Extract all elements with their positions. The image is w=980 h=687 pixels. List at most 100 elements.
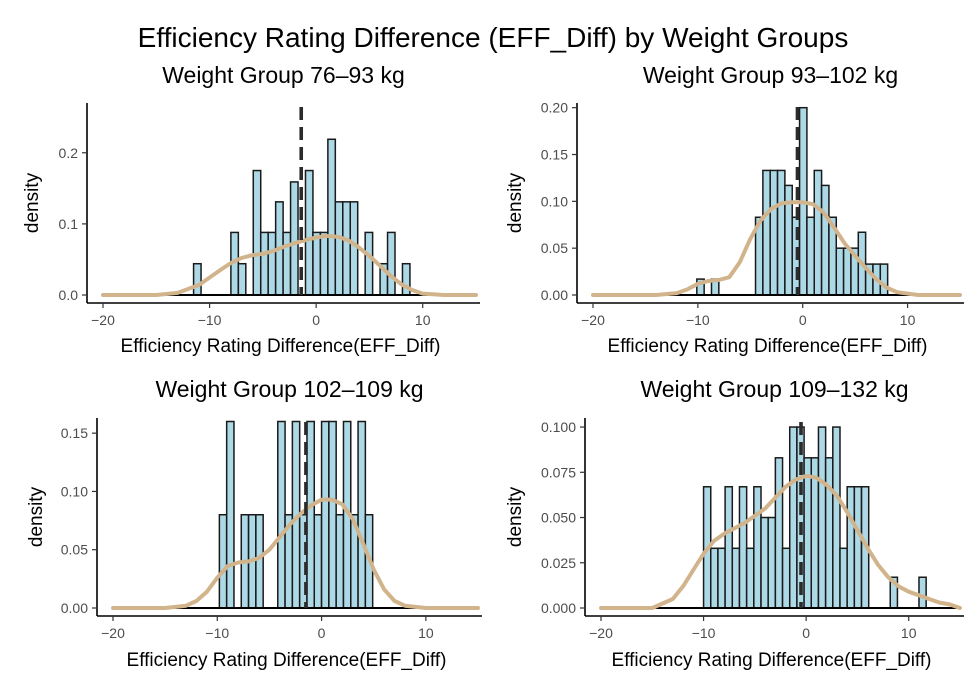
- panel-title: Weight Group 109–132 kg: [640, 376, 908, 402]
- x-axis-label: Efficiency Rating Difference(EFF_Diff): [127, 650, 447, 671]
- histogram-bar: [313, 513, 323, 609]
- y-tick-label: 0.100: [541, 419, 576, 435]
- y-tick-label: 0.1: [59, 216, 79, 232]
- histogram-bar: [349, 201, 359, 296]
- y-tick-label: 0.00: [541, 287, 568, 303]
- y-tick-label: 0.05: [541, 240, 568, 256]
- panels: Weight Group 76–93 kg −20 −10 0 10 0.0 0.1 0.2 E…: [22, 62, 964, 671]
- y-tick-label: 0.025: [541, 555, 576, 571]
- histogram-bar: [835, 247, 845, 296]
- histogram-bar: [918, 576, 927, 609]
- y-axis-label: density: [26, 486, 47, 547]
- histogram-bar: [255, 513, 264, 609]
- histogram-bar: [710, 547, 719, 609]
- histogram-bar: [753, 486, 762, 609]
- y-tick-label: 0.0: [59, 287, 79, 303]
- histogram-bar: [839, 547, 848, 609]
- histogram-bar: [237, 262, 247, 296]
- y-tick-label: 0.15: [541, 147, 568, 163]
- histogram-bar: [776, 169, 786, 296]
- histogram-bar: [817, 426, 827, 609]
- histogram-bar: [832, 426, 841, 609]
- histogram-bar: [277, 420, 286, 609]
- histogram-bar: [252, 169, 262, 296]
- histogram-bar: [328, 420, 337, 609]
- histogram-bar: [781, 547, 791, 609]
- x-tick-label: −20: [91, 312, 115, 328]
- histogram-bar: [364, 231, 374, 296]
- histogram-bar: [304, 169, 314, 296]
- histogram-bar: [824, 457, 834, 609]
- y-axis-label: density: [505, 172, 526, 233]
- y-tick-label: 0.20: [541, 100, 568, 116]
- histogram-bar: [320, 420, 330, 609]
- histogram-bar: [335, 513, 345, 609]
- histogram-bar: [846, 486, 856, 609]
- histogram-bar: [813, 169, 823, 296]
- x-tick-label: 0: [799, 312, 807, 328]
- y-tick-label: 0.15: [61, 425, 88, 441]
- histogram-bar: [225, 420, 235, 609]
- density-curve: [599, 473, 962, 610]
- x-tick-label: −10: [198, 312, 222, 328]
- histogram-bar: [282, 231, 292, 296]
- histogram-bar: [806, 216, 815, 296]
- histogram-bar: [218, 513, 228, 609]
- x-tick-label: −10: [692, 625, 716, 641]
- x-tick-label: 10: [418, 625, 434, 641]
- panel-title: Weight Group 76–93 kg: [162, 62, 405, 88]
- density-curve: [101, 234, 478, 297]
- histogram-bar: [769, 169, 779, 296]
- x-tick-label: −20: [101, 625, 125, 641]
- chart-panel-3: Weight Group 102–109 kg −20 −10 0 10 0.00 0.05…: [26, 376, 482, 671]
- density-curve: [591, 200, 962, 297]
- histogram-bar: [853, 486, 863, 609]
- y-tick-label: 0.05: [61, 542, 88, 558]
- histogram-bar: [267, 231, 277, 296]
- x-axis-label: Efficiency Rating Difference(EFF_Diff): [121, 336, 441, 357]
- figure-title: Efficiency Rating Difference (EFF_Diff) …: [138, 22, 849, 53]
- histogram-bar: [842, 247, 852, 296]
- histogram-bar: [327, 138, 337, 296]
- y-tick-label: 0.000: [541, 600, 576, 616]
- y-axis-label: density: [505, 486, 526, 547]
- histogram-bar: [724, 486, 734, 609]
- x-tick-label: 10: [900, 312, 916, 328]
- x-tick-label: 0: [318, 625, 326, 641]
- histogram-bar: [717, 547, 726, 609]
- histogram-bar: [738, 486, 748, 609]
- x-tick-label: −10: [686, 312, 710, 328]
- histogram-bar: [386, 231, 396, 296]
- histogram-bar: [289, 181, 299, 296]
- y-tick-label: 0.2: [59, 145, 79, 161]
- x-tick-label: −20: [581, 312, 605, 328]
- y-axis-label: density: [22, 172, 43, 233]
- panel-title: Weight Group 102–109 kg: [155, 376, 423, 402]
- y-tick-label: 0.050: [541, 510, 576, 526]
- histogram-bar: [760, 516, 769, 609]
- histogram-bar: [342, 201, 351, 296]
- x-axis-label: Efficiency Rating Difference(EFF_Diff): [608, 336, 928, 357]
- x-tick-label: 10: [901, 625, 917, 641]
- histogram-bar: [192, 262, 202, 296]
- histogram-bar: [312, 231, 322, 296]
- y-tick-label: 0.00: [61, 600, 88, 616]
- histogram-bar: [820, 184, 830, 296]
- chart-panel-1: Weight Group 76–93 kg −20 −10 0 10 0.0 0.1 0.2 E…: [22, 62, 480, 357]
- histogram-bar: [774, 457, 784, 609]
- y-tick-label: 0.075: [541, 464, 576, 480]
- histogram-bar: [319, 231, 329, 296]
- x-axis-label: Efficiency Rating Difference(EFF_Diff): [612, 650, 932, 671]
- histogram-bar: [745, 547, 755, 609]
- x-tick-label: 0: [802, 625, 810, 641]
- chart-panel-2: Weight Group 93–102 kg −20 −10 0 10 0.00 0.05 0…: [505, 62, 964, 357]
- histogram-bar: [767, 516, 777, 609]
- histogram-bar: [803, 457, 813, 609]
- histogram-bar: [879, 263, 889, 296]
- histogram-bar: [731, 547, 741, 609]
- histogram-bar: [259, 231, 269, 296]
- histogram-bar: [762, 169, 771, 296]
- x-tick-label: 0: [312, 312, 320, 328]
- histogram-bar: [788, 426, 798, 609]
